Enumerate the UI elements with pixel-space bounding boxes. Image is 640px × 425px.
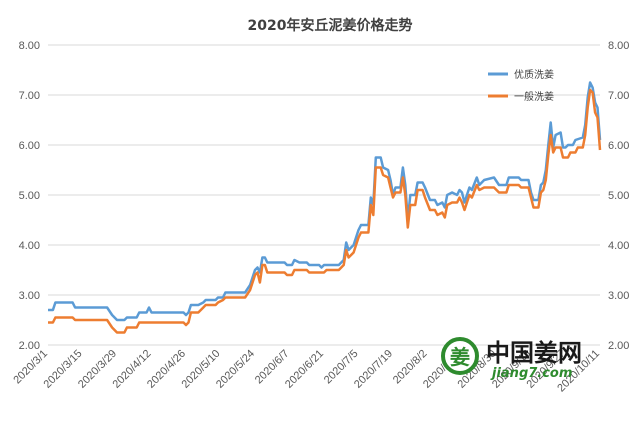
y-tick-label-right: 6.00 [608, 140, 629, 152]
y-tick-label-right: 8.00 [608, 40, 629, 52]
y-tick-label-left: 7.00 [19, 90, 40, 102]
watermark-site-name: 中国姜网 [486, 339, 582, 367]
gridlines [48, 44, 600, 346]
series-line-1 [48, 81, 602, 322]
series-line-2 [48, 88, 602, 334]
y-tick-label-right: 2.00 [608, 340, 629, 352]
series-layer [48, 81, 602, 334]
y-axis-left: 2.00 3.00 4.00 5.00 6.00 7.00 8.00 [19, 40, 40, 352]
chart-title: 2020年安丘泥姜价格走势 [248, 17, 413, 34]
legend-label-series-2: 一般洗姜 [514, 90, 554, 103]
y-tick-label-left: 6.00 [19, 140, 40, 152]
y-tick-label-right: 5.00 [608, 190, 629, 202]
y-tick-label-left: 8.00 [19, 40, 40, 52]
y-tick-label-left: 3.00 [19, 290, 40, 302]
watermark-logo: 姜 中国姜网 jiang7.com [441, 337, 582, 381]
y-tick-label-right: 3.00 [608, 290, 629, 302]
y-axis-right: 2.00 3.00 4.00 5.00 6.00 7.00 8.00 [608, 40, 629, 352]
y-tick-label-right: 4.00 [608, 240, 629, 252]
y-tick-label-left: 4.00 [19, 240, 40, 252]
watermark-logo-char: 姜 [450, 345, 470, 369]
y-tick-label-left: 2.00 [19, 340, 40, 352]
legend-label-series-1: 优质洗姜 [514, 68, 554, 81]
legend: 优质洗姜 一般洗姜 [488, 68, 554, 103]
y-tick-label-right: 7.00 [608, 90, 629, 102]
y-tick-label-left: 5.00 [19, 190, 40, 202]
watermark-logo-mark [441, 337, 479, 375]
watermark-domain: jiang7.com [490, 366, 572, 381]
